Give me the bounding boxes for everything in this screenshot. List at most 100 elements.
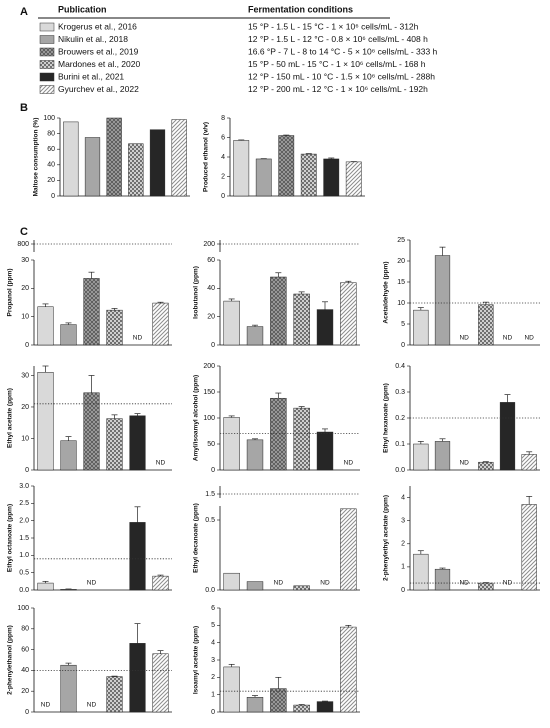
y-tick-label: 4 (221, 154, 225, 161)
legend-name: Gyurchev et al., 2022 (58, 84, 139, 94)
nd-label: ND (156, 460, 166, 467)
y-tick-label: 2 (211, 674, 215, 681)
y-tick-label: 200 (203, 241, 215, 248)
nd-label: ND (459, 335, 469, 342)
y-tick-label: 200 (203, 363, 215, 370)
bar (300, 153, 317, 197)
bar (293, 704, 310, 713)
bar (270, 397, 287, 471)
y-axis-label: Ethyl octanoate (ppm) (7, 504, 14, 572)
nd-label: ND (503, 580, 513, 587)
bar (223, 666, 240, 713)
y-tick-label: 30 (21, 372, 29, 379)
y-tick-label: 0.5 (19, 570, 29, 577)
y-tick-label: 1.5 (19, 535, 29, 542)
legend-conditions: 15 °P - 1.5 L - 15 °C - 1 × 10⁶ cells/mL… (248, 21, 419, 31)
panel-label: A (20, 6, 28, 18)
bar (233, 140, 250, 197)
y-tick-label: 0 (51, 193, 55, 200)
y-tick-label: 2.5 (19, 500, 29, 507)
bar (106, 676, 123, 713)
bar (83, 278, 100, 346)
y-axis-label: Isoamyl acetate (ppm) (193, 626, 200, 694)
bar (499, 402, 516, 471)
bar (152, 302, 169, 346)
y-axis-label: Isobutanol (ppm) (193, 266, 200, 319)
legend-name: Nikulin et al., 2018 (58, 34, 128, 44)
y-tick-label: 100 (17, 605, 29, 612)
y-tick-label: 4 (211, 640, 215, 647)
bar (521, 504, 537, 591)
y-tick-label: 80 (47, 130, 55, 137)
legend-swatch (39, 60, 55, 69)
bar (83, 392, 100, 471)
y-axis-label: Amyl/isoamyl alcohol (ppm) (193, 375, 200, 461)
nd-label: ND (344, 460, 354, 467)
bar (478, 582, 494, 591)
y-tick-label: 800 (17, 241, 29, 248)
y-tick-label: 150 (203, 389, 215, 396)
bar (152, 575, 169, 591)
y-axis-label: Produced ethanol (v/v) (203, 122, 210, 192)
y-tick-label: 40 (47, 162, 55, 169)
bar (340, 508, 357, 591)
y-tick-label: 0.0 (19, 587, 29, 594)
bar (37, 306, 54, 346)
bar (293, 585, 310, 591)
legend-swatch (39, 47, 55, 57)
bar (60, 589, 77, 591)
y-tick-label: 6 (211, 605, 215, 612)
y-tick-label: 0 (25, 467, 29, 474)
bar (60, 324, 77, 346)
bar (106, 418, 123, 471)
legend-conditions: 12 °P - 1.5 L - 12 °C - 0.8 × 10⁶ cells/… (248, 34, 428, 44)
y-tick-label: 0.2 (395, 415, 405, 422)
bar (434, 568, 451, 591)
y-axis-label: Ethyl hexanoate (ppm) (383, 383, 390, 453)
legend-swatch (39, 85, 55, 94)
bar (84, 137, 101, 197)
y-axis-label: Maltose consumption (%) (33, 118, 40, 197)
bar (246, 326, 264, 346)
bar (278, 135, 295, 197)
legend-name: Krogerus et al., 2016 (58, 21, 137, 31)
bar (323, 158, 340, 197)
bar (345, 161, 362, 197)
nd-label: ND (41, 702, 51, 709)
bar (293, 293, 310, 346)
y-tick-label: 0 (211, 709, 215, 716)
bar (223, 300, 240, 346)
y-tick-label: 25 (397, 237, 405, 244)
nd-label: ND (320, 580, 330, 587)
bar (129, 522, 146, 591)
y-axis-label: 2-phenylethyl acetate (ppm) (383, 495, 390, 581)
y-tick-label: 5 (401, 321, 405, 328)
y-tick-label: 60 (47, 146, 55, 153)
legend-swatch (39, 72, 55, 82)
y-tick-label: 0 (401, 587, 405, 594)
bar (255, 158, 272, 197)
bar (37, 372, 54, 471)
bar (246, 581, 264, 591)
nd-label: ND (524, 335, 534, 342)
legend-conditions: 15 °P - 50 mL - 15 °C - 1 × 10⁶ cells/mL… (248, 59, 426, 69)
bar (152, 653, 169, 713)
bar (106, 117, 122, 197)
y-tick-label: 1.0 (19, 552, 29, 559)
y-tick-label: 0 (211, 467, 215, 474)
legend-conditions: 12 °P - 150 mL - 10 °C - 1.5 × 10⁶ cells… (248, 71, 435, 81)
y-axis-label: Propanol (ppm) (7, 268, 14, 316)
y-tick-label: 2 (221, 173, 225, 180)
y-tick-label: 5 (211, 622, 215, 629)
y-tick-label: 3 (401, 518, 405, 525)
bar (413, 443, 429, 471)
legend-header: Publication (58, 4, 107, 14)
legend-name: Mardones et al., 2020 (58, 59, 140, 69)
bar (246, 439, 264, 471)
legend-conditions: 12 °P - 200 mL - 12 °C - 1 × 10⁶ cells/m… (248, 84, 428, 94)
y-tick-label: 3 (211, 657, 215, 664)
bar (223, 417, 240, 471)
y-tick-label: 0.5 (205, 517, 215, 524)
bar (270, 688, 287, 713)
